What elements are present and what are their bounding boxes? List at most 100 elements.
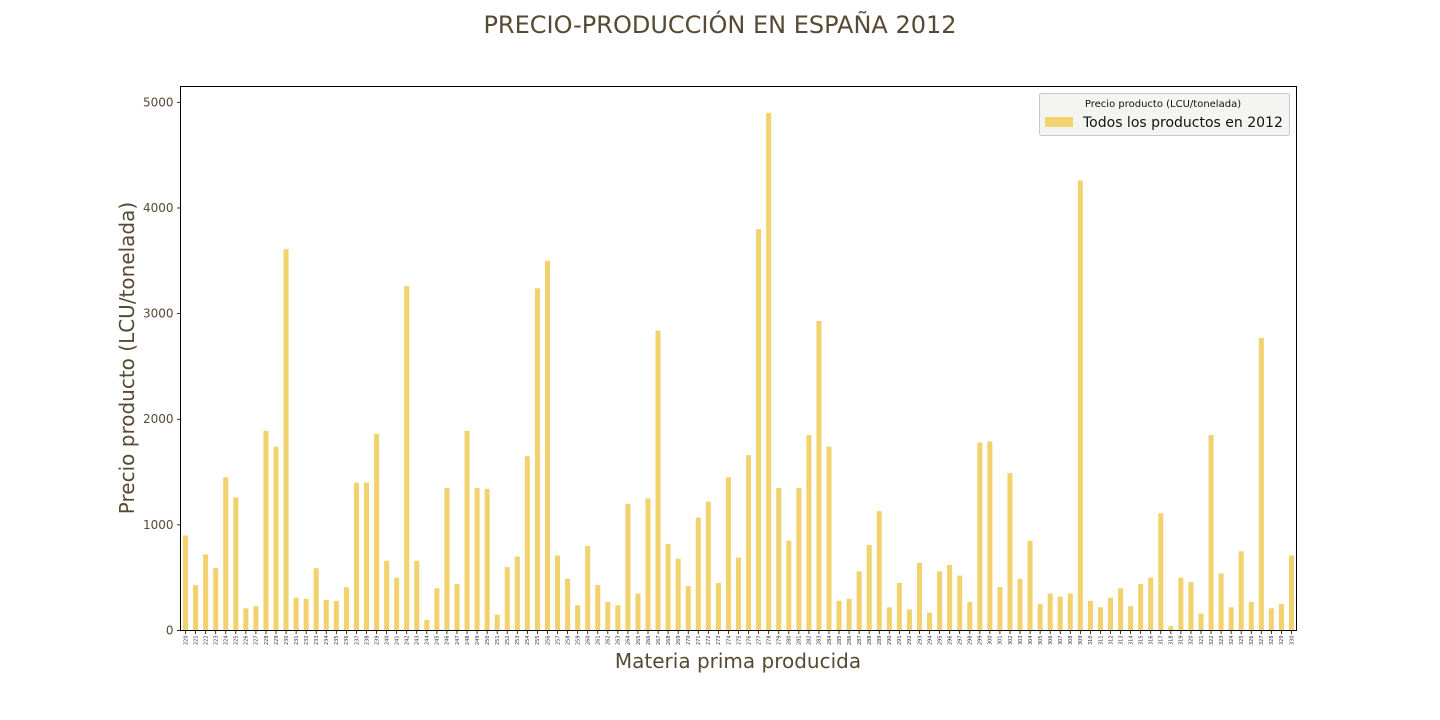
x-tick-label: 304: [1028, 636, 1034, 646]
bar-259: [575, 605, 581, 631]
x-tick-label: 318: [1169, 636, 1175, 646]
y-axis-label: Precio producto (LCU/tonelada): [115, 202, 139, 514]
x-axis-label: Materia prima producida: [615, 649, 861, 673]
x-tick-label: 241: [394, 636, 400, 646]
x-tick-label: 246: [445, 636, 451, 646]
bar-240: [384, 560, 390, 631]
x-tick-label: 302: [1008, 636, 1014, 646]
bar-267: [655, 330, 661, 631]
bar-261: [595, 585, 601, 631]
bar-327: [1258, 337, 1264, 631]
bar-303: [1017, 578, 1023, 631]
x-tick-label: 301: [998, 636, 1004, 646]
x-tick-label: 235: [334, 636, 340, 646]
bar-277: [756, 229, 762, 631]
x-tick-label: 237: [354, 636, 360, 646]
bar-255: [534, 288, 540, 631]
x-tick-label: 289: [877, 636, 883, 646]
bar-307: [1057, 596, 1063, 631]
x-axis: 220 221 222 223 224 225 226 227 228 229 230 231 232 2…: [183, 630, 1295, 646]
x-tick-label: 321: [1199, 636, 1205, 646]
bar-291: [896, 582, 902, 631]
x-tick-label: 274: [726, 636, 732, 646]
bar-320: [1188, 581, 1194, 631]
legend-swatch: [1045, 117, 1073, 127]
bar-287: [856, 571, 862, 631]
bar-233: [313, 568, 319, 631]
x-tick-label: 306: [1048, 636, 1054, 646]
bar-276: [746, 455, 752, 631]
y-tick-label: 4000: [143, 201, 174, 215]
bar-251: [494, 614, 500, 631]
x-tick-label: 261: [596, 636, 602, 646]
x-tick-label: 280: [787, 636, 793, 646]
x-tick-label: 275: [736, 636, 742, 646]
x-tick-label: 322: [1209, 636, 1215, 646]
bar-257: [555, 555, 561, 631]
bar-246: [444, 487, 450, 631]
x-tick-label: 282: [807, 636, 813, 646]
bar-324: [1228, 607, 1234, 631]
x-tick-label: 270: [686, 636, 692, 646]
bar-249: [474, 487, 480, 631]
chart-title: PRECIO-PRODUCCIÓN EN ESPAÑA 2012: [483, 9, 956, 39]
x-tick-label: 243: [415, 636, 421, 646]
x-tick-label: 227: [254, 636, 260, 646]
x-tick-label: 300: [988, 636, 994, 646]
bar-228: [263, 430, 269, 631]
x-tick-label: 238: [364, 636, 370, 646]
bar-272: [705, 501, 711, 631]
legend-series-label: Todos los productos en 2012: [1082, 115, 1283, 131]
x-tick-label: 269: [676, 636, 682, 646]
x-tick-label: 259: [575, 636, 581, 646]
bar-243: [414, 560, 420, 631]
x-tick-label: 250: [485, 636, 491, 646]
bar-264: [625, 503, 631, 631]
bar-270: [685, 586, 691, 631]
x-tick-label: 244: [425, 636, 431, 646]
x-tick-label: 316: [1149, 636, 1155, 646]
x-tick-label: 284: [827, 636, 833, 646]
x-tick-label: 285: [837, 636, 843, 646]
bar-231: [293, 597, 299, 631]
x-tick-label: 224: [224, 636, 230, 646]
x-tick-label: 242: [405, 636, 411, 646]
bar-222: [203, 554, 209, 631]
x-tick-label: 263: [616, 636, 622, 646]
x-tick-label: 324: [1229, 636, 1235, 646]
x-tick-label: 254: [525, 636, 531, 646]
x-tick-label: 233: [314, 636, 320, 646]
bar-311: [1097, 607, 1103, 631]
x-tick-label: 252: [505, 636, 511, 646]
bar-234: [323, 599, 329, 631]
x-tick-label: 230: [284, 636, 290, 646]
x-tick-label: 291: [897, 636, 903, 646]
bar-250: [484, 488, 490, 631]
x-tick-label: 288: [867, 636, 873, 646]
bar-290: [886, 607, 892, 631]
y-tick-label: 3000: [143, 307, 174, 321]
x-tick-label: 287: [857, 636, 863, 646]
bar-263: [615, 605, 621, 631]
y-axis: 0 1000 2000 3000 4000 5000: [143, 95, 181, 638]
legend-box: [1039, 93, 1290, 136]
bar-232: [303, 598, 309, 631]
x-tick-label: 292: [907, 636, 913, 646]
bar-236: [343, 587, 349, 631]
bar-288: [866, 544, 872, 631]
x-tick-label: 255: [535, 636, 541, 646]
bar-314: [1128, 606, 1134, 631]
x-tick-label: 245: [435, 636, 441, 646]
bar-281: [796, 487, 802, 631]
bar-323: [1218, 573, 1224, 631]
x-tick-label: 305: [1038, 636, 1044, 646]
bar-268: [665, 543, 671, 631]
bar-325: [1238, 551, 1244, 631]
bar-269: [675, 558, 681, 631]
bar-299: [977, 442, 983, 631]
x-tick-label: 248: [465, 636, 471, 646]
y-tick-label: 1000: [143, 518, 174, 532]
x-tick-label: 286: [847, 636, 853, 646]
bar-227: [253, 606, 259, 631]
x-tick-label: 267: [656, 636, 662, 646]
